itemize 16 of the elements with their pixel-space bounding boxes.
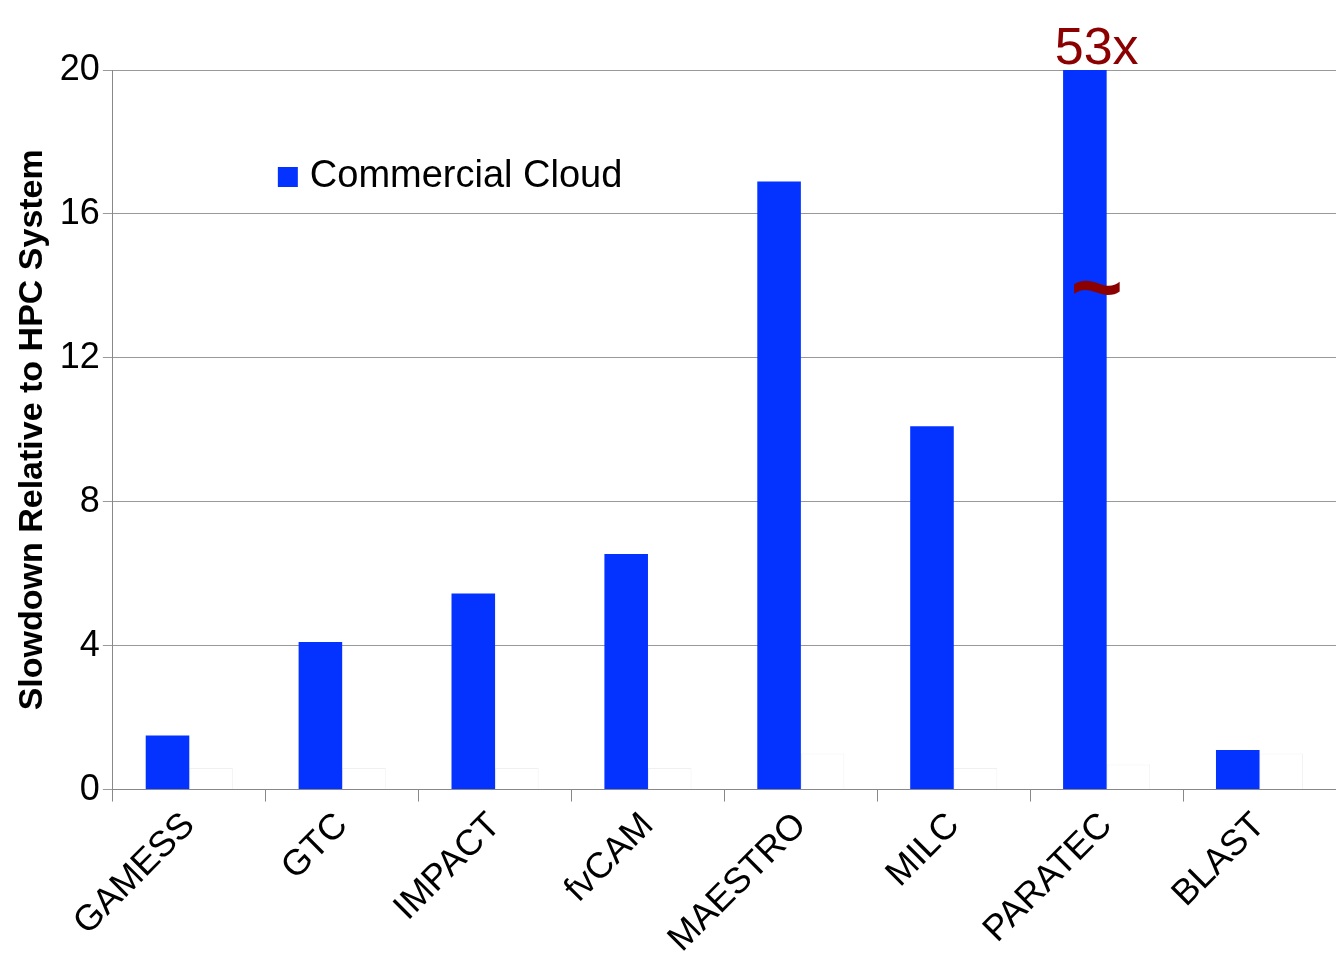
y-tick-label: 16 [59, 190, 100, 232]
bar [145, 735, 190, 790]
bar [604, 553, 648, 790]
legend-label: Commercial Cloud [309, 153, 623, 196]
annotation: 53x [1054, 17, 1139, 76]
y-tick-label: 4 [79, 622, 100, 664]
bar [757, 181, 801, 790]
bar [1215, 750, 1260, 790]
bar [298, 642, 343, 790]
bar [451, 593, 496, 790]
y-tick-label: 12 [59, 334, 100, 376]
y-tick-label: 8 [79, 478, 100, 520]
y-tick-label: 0 [79, 766, 100, 808]
y-tick-label: 20 [59, 46, 100, 88]
bar [910, 426, 954, 790]
y-axis-title: Slowdown Relative to HPC System [10, 149, 49, 711]
